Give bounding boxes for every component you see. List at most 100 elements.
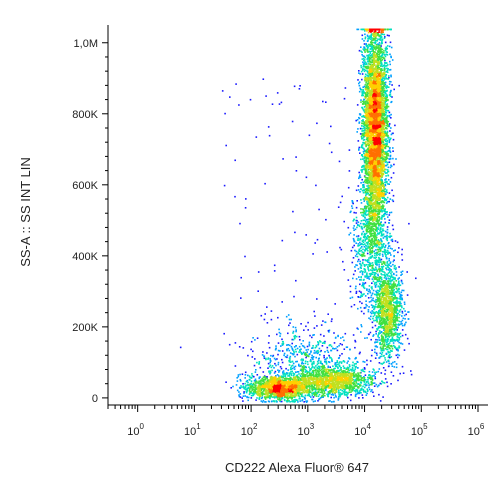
data-point [331,372,333,374]
data-point [257,391,259,394]
data-point [361,69,364,71]
data-point [323,377,325,379]
data-point [340,385,343,388]
data-point [336,375,339,377]
data-point [270,390,272,393]
data-point [368,92,370,95]
data-point [309,387,311,389]
data-point [336,370,338,372]
data-point [281,379,284,381]
data-point [254,386,256,388]
data-point [323,370,326,373]
data-point [374,228,377,231]
data-point [348,371,350,374]
data-point [257,382,259,385]
data-point [367,169,370,171]
data-point [379,400,382,402]
data-point [272,390,275,393]
data-point [350,372,353,375]
data-point [278,397,281,400]
data-point [296,376,299,378]
data-point [263,376,266,378]
data-point [356,384,358,387]
data-point [282,373,284,375]
data-point [283,394,286,397]
data-point [276,384,278,387]
data-point [388,80,391,83]
data-point [254,378,257,381]
data-point [375,207,377,210]
data-point [329,387,331,389]
data-point [365,176,367,179]
data-point [315,379,318,381]
data-point [347,366,349,369]
data-point [280,385,283,388]
data-point [337,381,339,383]
data-point [254,391,257,394]
data-point [362,119,364,121]
data-point [320,395,323,398]
data-point [381,59,384,61]
data-point [335,364,338,366]
data-point [361,78,363,81]
data-point [348,391,350,393]
data-point [369,182,371,184]
data-point [369,219,372,221]
data-point [386,249,389,252]
data-point [389,198,392,200]
data-point [384,78,386,80]
data-point [307,389,309,392]
data-point [294,377,296,380]
data-point [364,78,366,80]
data-point [316,377,319,380]
data-point [295,380,297,383]
data-point [362,107,364,110]
data-point [301,399,304,401]
data-point [254,389,256,391]
data-point [359,133,362,135]
data-point [329,366,331,368]
data-point [250,397,253,399]
data-point [329,380,332,382]
data-point [304,376,306,379]
data-point [289,390,291,393]
data-point [355,393,357,395]
data-point [312,377,314,379]
data-point [283,381,286,383]
data-point [232,385,234,388]
data-point [304,375,306,377]
data-point [373,385,376,387]
data-point [388,111,391,114]
data-point [319,380,322,382]
data-point [371,382,374,385]
data-point [320,388,323,390]
data-point [286,385,288,388]
data-point [269,396,271,399]
data-point [348,369,351,372]
data-point [306,394,309,397]
data-point [267,394,269,397]
data-point [289,389,292,391]
data-point [364,132,366,134]
data-point [256,374,259,376]
data-point [373,395,375,397]
data-point [312,392,314,395]
data-point [386,67,388,70]
data-point [282,394,284,396]
data-point [257,394,259,396]
data-point [375,245,378,248]
data-point [375,88,378,91]
data-point [390,81,392,83]
data-point [268,392,270,394]
data-point [288,375,291,377]
data-point [258,377,260,380]
data-point [317,368,320,370]
data-point [388,124,390,127]
data-point [367,141,370,143]
data-point [340,384,342,387]
data-point [293,384,296,387]
data-point [343,388,345,390]
data-point [365,120,367,122]
data-point [368,374,370,377]
data-point [380,140,382,142]
